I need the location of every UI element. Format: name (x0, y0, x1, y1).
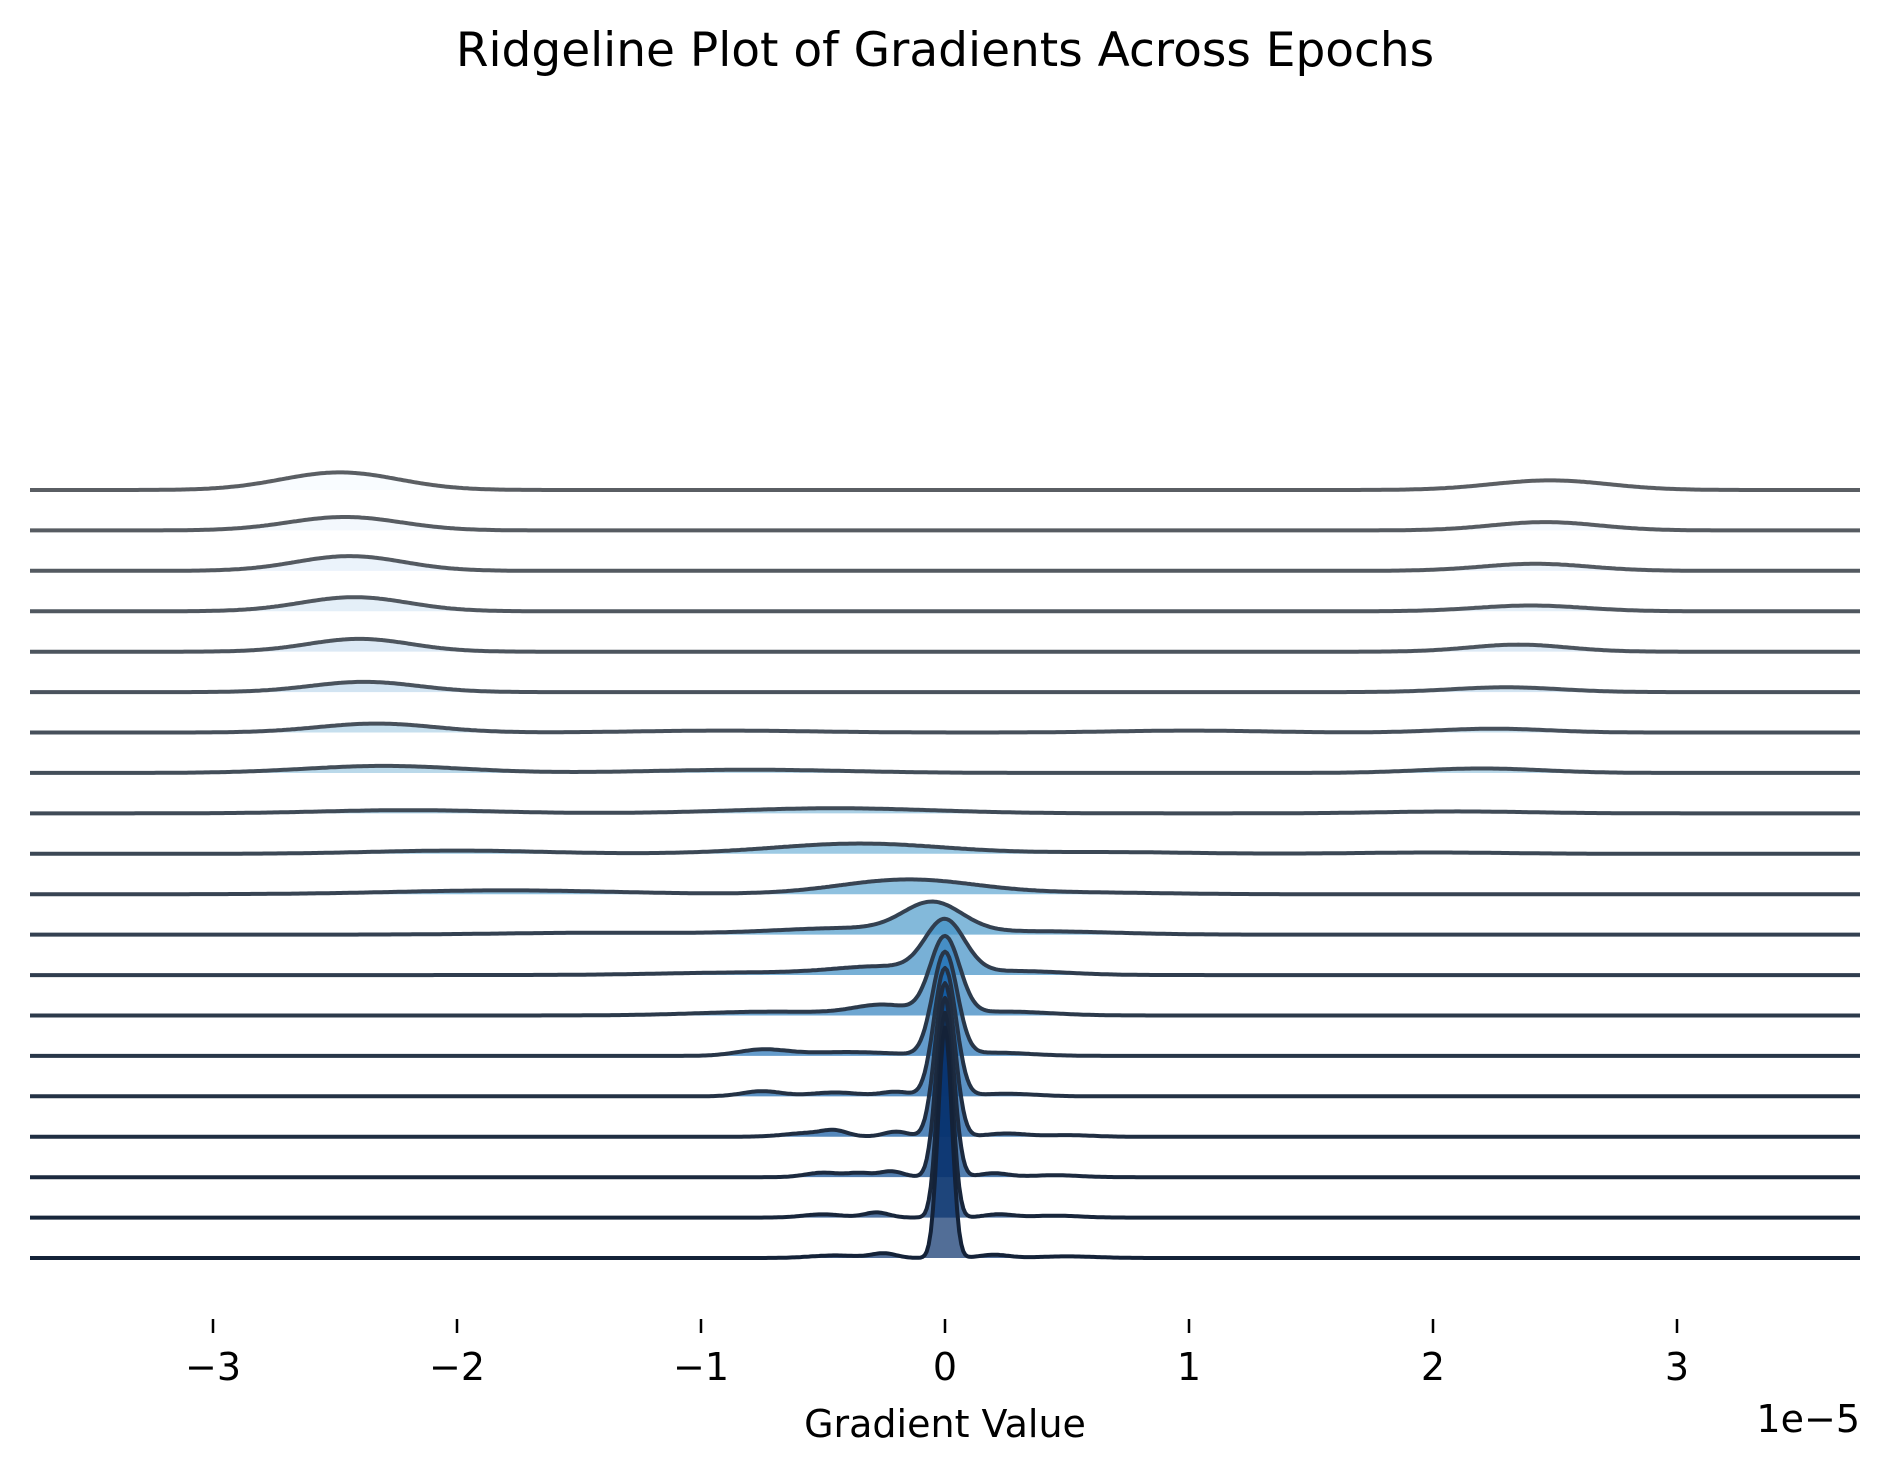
ridge-5 (30, 636, 1860, 654)
ridge-9 (30, 806, 1860, 816)
x-axis-label: Gradient Value (804, 1402, 1086, 1446)
ridge-7 (30, 721, 1860, 735)
ridge-line-4 (30, 595, 1860, 614)
ridge-line-1 (30, 470, 1860, 492)
ridge-fill-1 (30, 472, 1860, 490)
ridge-11 (30, 877, 1860, 897)
ridge-line-20 (30, 1025, 1860, 1260)
ridge-fill-20 (30, 1027, 1860, 1258)
ridge-line-18 (30, 995, 1860, 1180)
ridge-fill-4 (30, 597, 1860, 612)
ridge-line-16 (30, 966, 1860, 1099)
x-tick-label: −3 (185, 1345, 241, 1389)
ridge-6 (30, 679, 1860, 695)
ridge-3 (30, 554, 1860, 573)
ridge-line-9 (30, 806, 1860, 816)
x-axis-offset-label: 1e−5 (1756, 1397, 1860, 1441)
ridge-line-6 (30, 679, 1860, 695)
ridge-20 (30, 1025, 1860, 1260)
ridge-fill-7 (30, 723, 1860, 733)
ridge-line-19 (30, 1010, 1860, 1220)
x-tick-label: −1 (673, 1345, 729, 1389)
ridge-line-11 (30, 877, 1860, 897)
ridge-line-5 (30, 636, 1860, 654)
ridge-fill-5 (30, 638, 1860, 652)
x-axis: −3 −2 −1 0 1 2 3 (185, 1319, 1689, 1389)
ridge-line-8 (30, 763, 1860, 775)
ridge-fill-2 (30, 517, 1860, 531)
ridge-fill-3 (30, 556, 1860, 571)
x-tick-label: −2 (429, 1345, 485, 1389)
x-tick-label: 2 (1421, 1345, 1445, 1389)
ridge-4 (30, 595, 1860, 614)
ridge-line-14 (30, 933, 1860, 1018)
ridge-line-13 (30, 916, 1860, 978)
ridge-line-17 (30, 981, 1860, 1139)
ridge-1 (30, 470, 1860, 492)
x-tick-label: 0 (933, 1345, 957, 1389)
ridge-line-7 (30, 721, 1860, 735)
ridge-fill-6 (30, 681, 1860, 693)
x-tick-label: 1 (1177, 1345, 1201, 1389)
ridge-line-10 (30, 841, 1860, 856)
ridge-line-3 (30, 554, 1860, 573)
ridge-2 (30, 515, 1860, 533)
x-tick-label: 3 (1665, 1345, 1689, 1389)
chart-title: Ridgeline Plot of Gradients Across Epoch… (456, 23, 1434, 78)
ridge-line-2 (30, 515, 1860, 533)
ridge-line-12 (30, 899, 1860, 937)
ridge-line-15 (30, 949, 1860, 1058)
ridge-8 (30, 763, 1860, 775)
ridge-10 (30, 841, 1860, 856)
ridges-group (30, 470, 1860, 1260)
